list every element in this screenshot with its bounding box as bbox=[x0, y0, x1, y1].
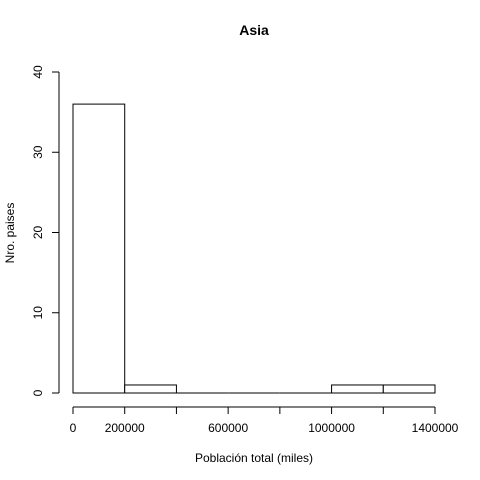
x-tick-label: 200000 bbox=[105, 421, 145, 435]
y-tick-label: 30 bbox=[31, 145, 45, 159]
y-tick-label: 10 bbox=[31, 306, 45, 320]
bars-group bbox=[72, 103, 436, 394]
histogram-bar bbox=[331, 384, 384, 394]
histogram-bar bbox=[72, 103, 126, 394]
histogram-bar bbox=[124, 384, 177, 394]
x-axis-label: Población total (miles) bbox=[195, 451, 313, 465]
chart-title: Asia bbox=[239, 22, 269, 38]
x-tick-label: 0 bbox=[70, 421, 77, 435]
x-tick-label: 1000000 bbox=[308, 421, 355, 435]
x-tick-label: 600000 bbox=[208, 421, 248, 435]
y-tick-label: 0 bbox=[31, 389, 45, 396]
y-tick-label: 20 bbox=[31, 226, 45, 240]
y-axis-label: Nro. paises bbox=[3, 203, 17, 264]
histogram-bar bbox=[382, 384, 436, 394]
x-axis: 0 200000 600000 1000000 1400000 bbox=[70, 406, 459, 435]
y-tick-label: 40 bbox=[31, 65, 45, 79]
y-axis: 0 10 20 30 40 bbox=[31, 65, 60, 396]
x-tick-label: 1400000 bbox=[412, 421, 459, 435]
